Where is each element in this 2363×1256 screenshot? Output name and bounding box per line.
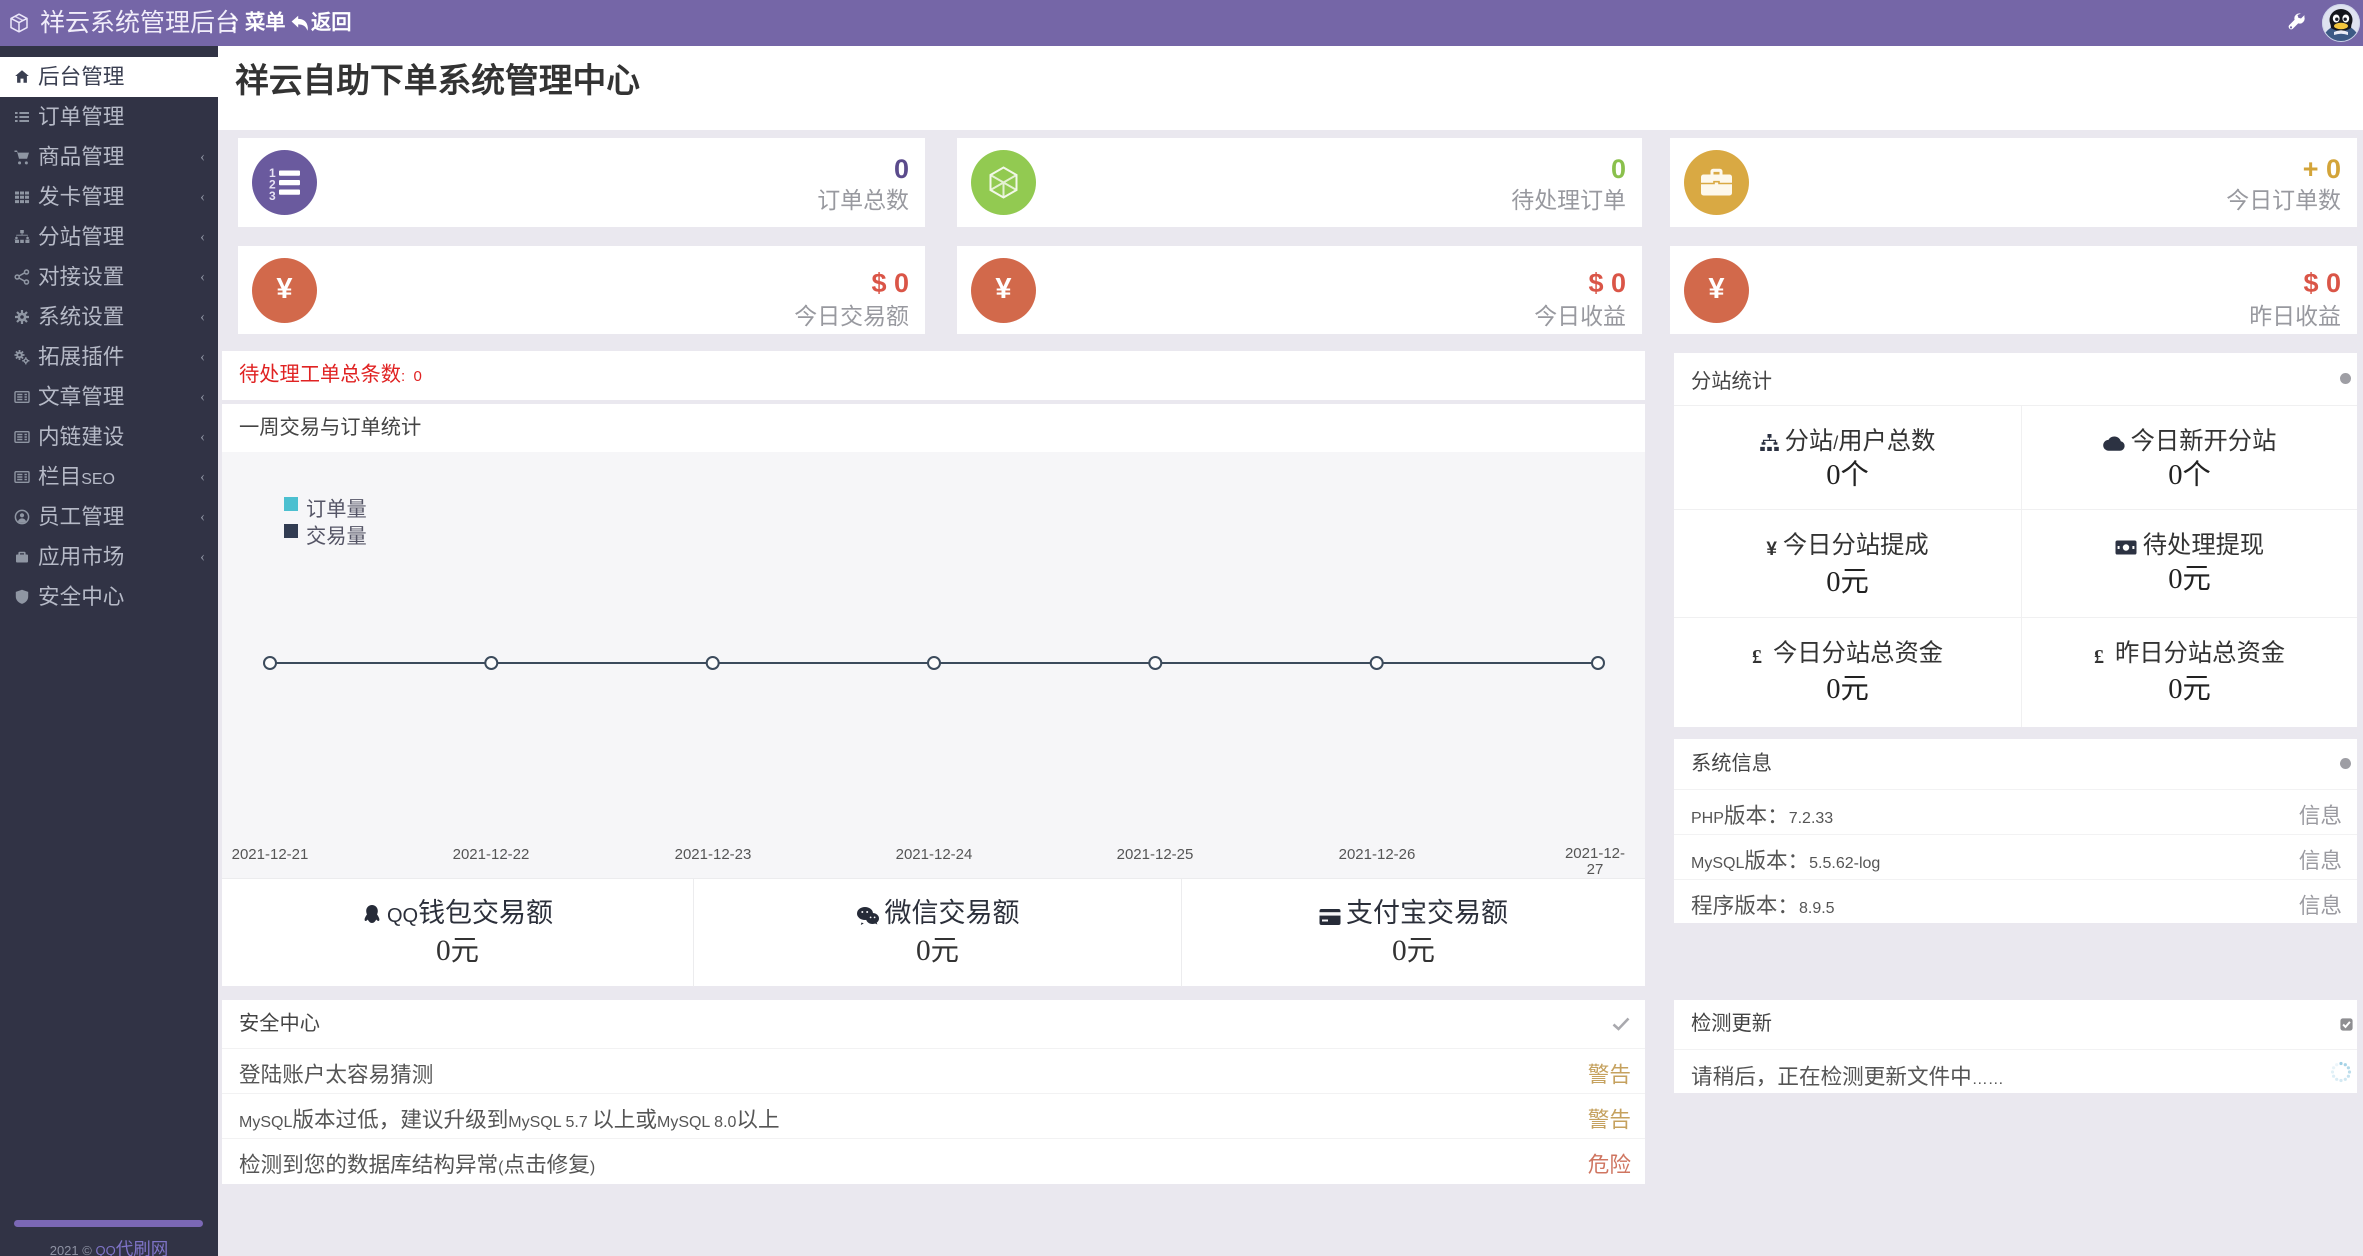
svg-text:3: 3 <box>269 189 276 203</box>
svg-text:1: 1 <box>269 166 276 180</box>
svg-text:2: 2 <box>269 178 276 192</box>
